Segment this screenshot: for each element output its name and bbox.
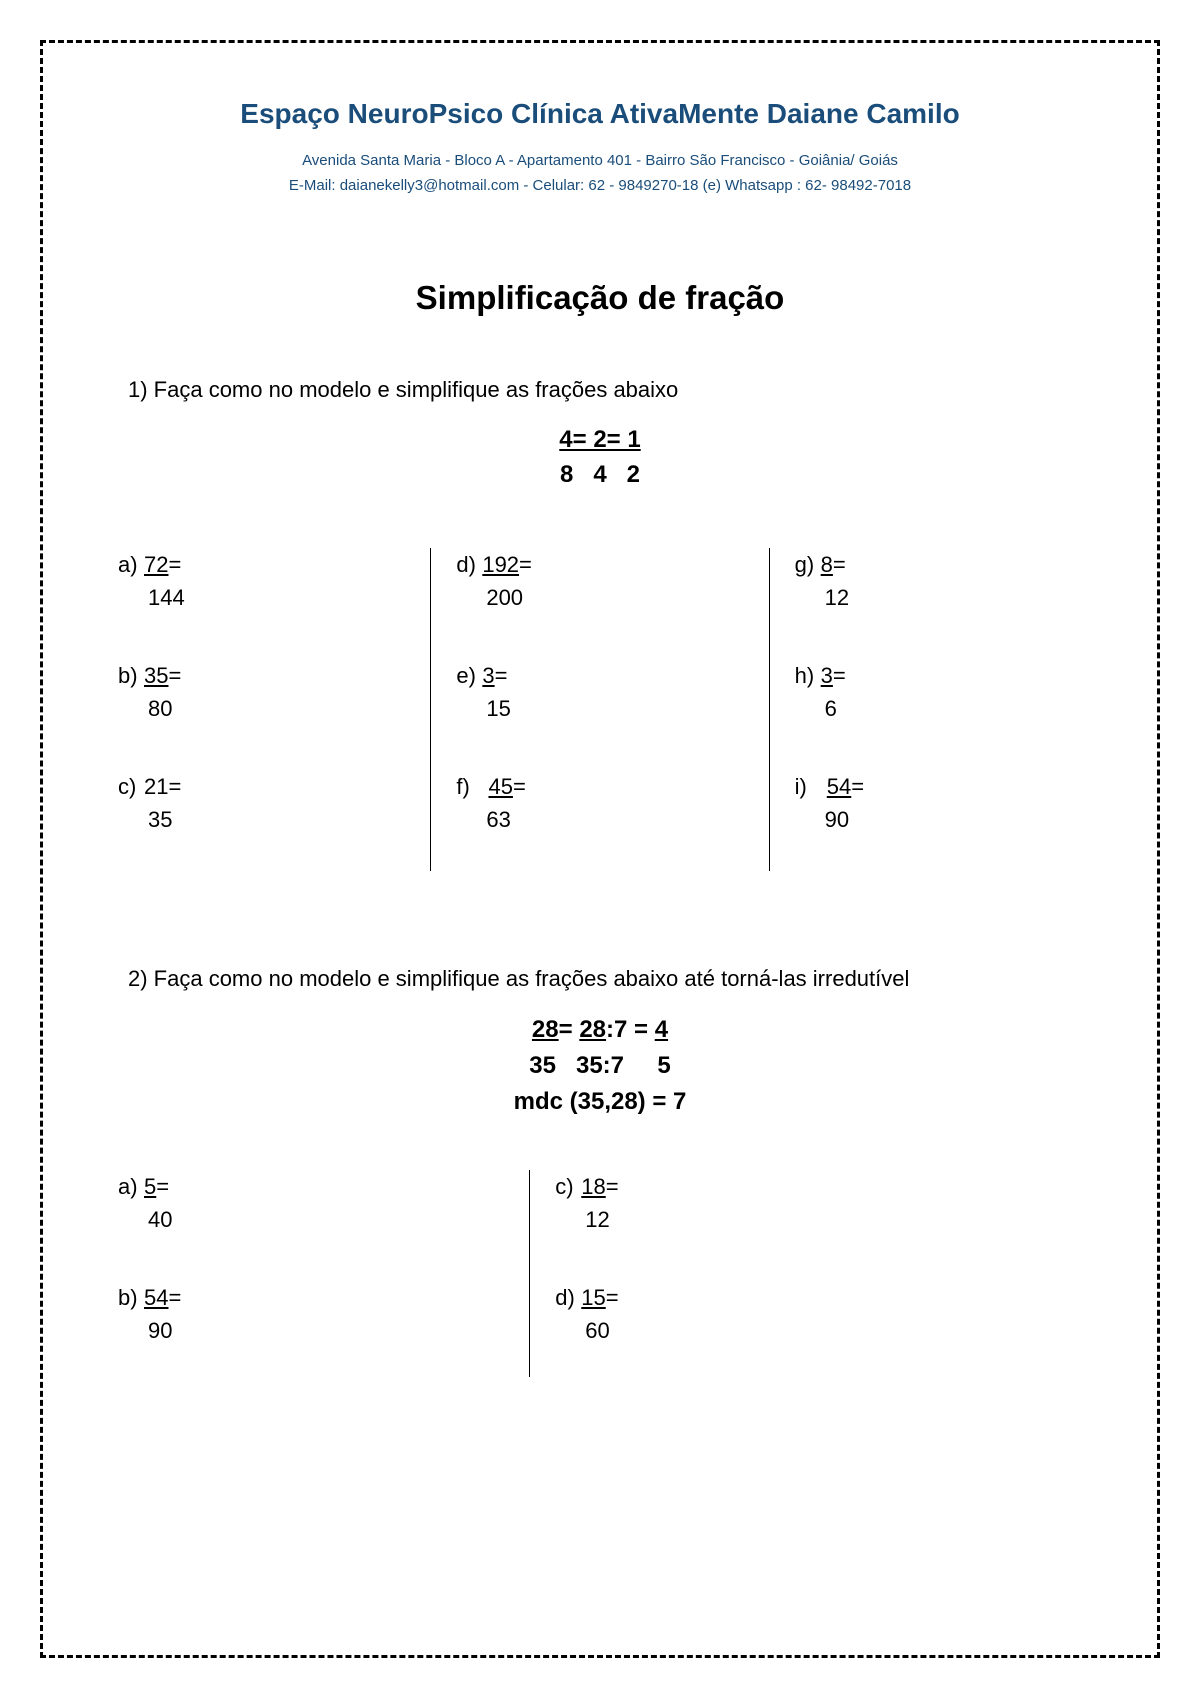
header-contact: E-Mail: daianekelly3@hotmail.com - Celul…	[88, 177, 1112, 194]
item-label: c)	[555, 1170, 581, 1203]
item-label: e)	[456, 659, 482, 692]
item-denominator: 90	[795, 803, 1082, 836]
item-denominator: 90	[118, 1314, 504, 1347]
model2-n1: 28	[532, 1016, 559, 1043]
item-label: b)	[118, 1281, 144, 1314]
item-numerator: 21	[144, 774, 168, 799]
item-denominator: 12	[795, 581, 1082, 614]
section1-col2: d)192= 200 e)3= 15 f) 45= 63	[431, 548, 769, 871]
item2-b: b)54= 90	[118, 1281, 504, 1347]
model1-numerators: 4= 2= 1	[559, 426, 640, 453]
section1-instruction: 1) Faça como no modelo e simplifique as …	[128, 377, 1112, 403]
section1-col1: a)72= 144 b)35= 80 c)21= 35	[93, 548, 431, 871]
section1-col3: g)8= 12 h)3= 6 i) 54= 90	[770, 548, 1107, 871]
item-numerator: 72	[144, 552, 168, 577]
section2-col2: c)18= 12 d)15= 60	[530, 1170, 1107, 1377]
item-e: e)3= 15	[456, 659, 743, 725]
item-numerator: 8	[821, 552, 833, 577]
dashed-border-frame: Espaço NeuroPsico Clínica AtivaMente Dai…	[40, 40, 1160, 1658]
item-denominator: 200	[456, 581, 743, 614]
item-c: c)21= 35	[118, 770, 405, 836]
section1-grid: a)72= 144 b)35= 80 c)21= 35 d)192= 200	[93, 548, 1107, 871]
section1-model: 4= 2= 1 8 4 2	[88, 423, 1112, 493]
item-a: a)72= 144	[118, 548, 405, 614]
item2-a: a)5= 40	[118, 1170, 504, 1236]
item-denominator: 35	[118, 803, 405, 836]
model2-n2: 28	[579, 1016, 606, 1043]
item-label: c)	[118, 770, 144, 803]
model2-line2: 35 35:7 5	[88, 1048, 1112, 1084]
model2-eq2: :7 =	[606, 1016, 655, 1043]
item-label: i)	[795, 770, 821, 803]
section2-instruction: 2) Faça como no modelo e simplifique as …	[128, 966, 1112, 992]
item-label: b)	[118, 659, 144, 692]
item-denominator: 15	[456, 692, 743, 725]
item-i: i) 54= 90	[795, 770, 1082, 836]
model2-mdc: mdc (35,28) = 7	[88, 1084, 1112, 1120]
section2-grid: a)5= 40 b)54= 90 c)18= 12 d)15=	[93, 1170, 1107, 1377]
item-label: a)	[118, 1170, 144, 1203]
item-numerator: 54	[144, 1285, 168, 1310]
item-label: h)	[795, 659, 821, 692]
header-title: Espaço NeuroPsico Clínica AtivaMente Dai…	[88, 98, 1112, 130]
item-denominator: 63	[456, 803, 743, 836]
item-numerator: 54	[827, 774, 851, 799]
item-numerator: 192	[482, 552, 519, 577]
item-numerator: 35	[144, 663, 168, 688]
item-f: f) 45= 63	[456, 770, 743, 836]
model2-eq1: =	[559, 1016, 580, 1043]
item-label: f)	[456, 770, 482, 803]
item-label: d)	[456, 548, 482, 581]
item-label: a)	[118, 548, 144, 581]
section2: 2) Faça como no modelo e simplifique as …	[88, 966, 1112, 1377]
item2-d: d)15= 60	[555, 1281, 1082, 1347]
item-denominator: 6	[795, 692, 1082, 725]
item2-c: c)18= 12	[555, 1170, 1082, 1236]
item-d: d)192= 200	[456, 548, 743, 614]
item-numerator: 3	[482, 663, 494, 688]
item-denominator: 40	[118, 1203, 504, 1236]
section2-col1: a)5= 40 b)54= 90	[93, 1170, 530, 1377]
item-b: b)35= 80	[118, 659, 405, 725]
section2-model: 28= 28:7 = 4 35 35:7 5 mdc (35,28) = 7	[88, 1012, 1112, 1120]
item-label: g)	[795, 548, 821, 581]
item-numerator: 18	[581, 1174, 605, 1199]
item-denominator: 80	[118, 692, 405, 725]
item-numerator: 3	[821, 663, 833, 688]
model2-n3: 4	[655, 1016, 668, 1043]
model1-denominators: 8 4 2	[88, 458, 1112, 493]
item-denominator: 12	[555, 1203, 1082, 1236]
item-numerator: 45	[488, 774, 512, 799]
item-numerator: 15	[581, 1285, 605, 1310]
item-denominator: 60	[555, 1314, 1082, 1347]
item-g: g)8= 12	[795, 548, 1082, 614]
page: Espaço NeuroPsico Clínica AtivaMente Dai…	[0, 0, 1200, 1698]
item-denominator: 144	[118, 581, 405, 614]
item-h: h)3= 6	[795, 659, 1082, 725]
header-address: Avenida Santa Maria - Bloco A - Apartame…	[88, 152, 1112, 169]
document-title: Simplificação de fração	[88, 279, 1112, 317]
item-numerator: 5	[144, 1174, 156, 1199]
item-label: d)	[555, 1281, 581, 1314]
model2-line1: 28= 28:7 = 4	[88, 1012, 1112, 1048]
